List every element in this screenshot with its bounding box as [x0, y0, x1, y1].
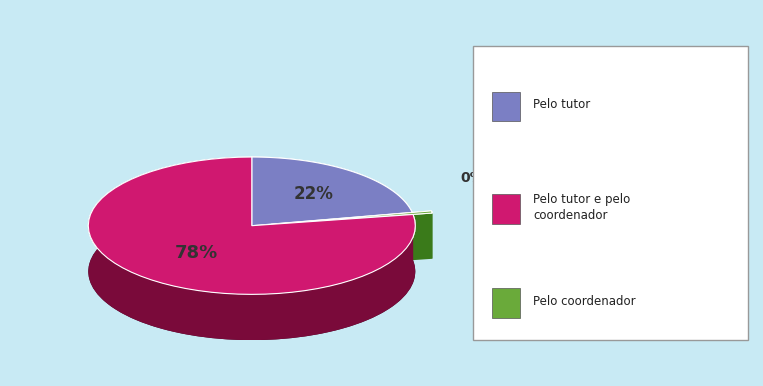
Polygon shape [432, 211, 433, 259]
Text: Pelo tutor: Pelo tutor [533, 98, 591, 112]
FancyBboxPatch shape [473, 46, 748, 340]
Polygon shape [252, 157, 412, 258]
FancyBboxPatch shape [492, 92, 520, 121]
Ellipse shape [89, 203, 415, 340]
Polygon shape [252, 215, 413, 271]
Text: 22%: 22% [294, 185, 334, 203]
Polygon shape [252, 157, 412, 226]
Polygon shape [89, 157, 415, 340]
Polygon shape [271, 211, 433, 224]
Polygon shape [271, 211, 433, 224]
Text: Pelo tutor e pelo
coordenador: Pelo tutor e pelo coordenador [533, 193, 631, 222]
Polygon shape [252, 157, 412, 226]
Polygon shape [89, 157, 415, 295]
FancyBboxPatch shape [492, 288, 520, 318]
FancyBboxPatch shape [492, 195, 520, 224]
Text: Pelo coordenador: Pelo coordenador [533, 295, 636, 308]
Text: 0%: 0% [460, 171, 484, 185]
Polygon shape [271, 213, 433, 270]
Polygon shape [271, 211, 432, 270]
Text: 78%: 78% [175, 244, 218, 262]
Polygon shape [89, 157, 415, 295]
Polygon shape [252, 212, 412, 271]
